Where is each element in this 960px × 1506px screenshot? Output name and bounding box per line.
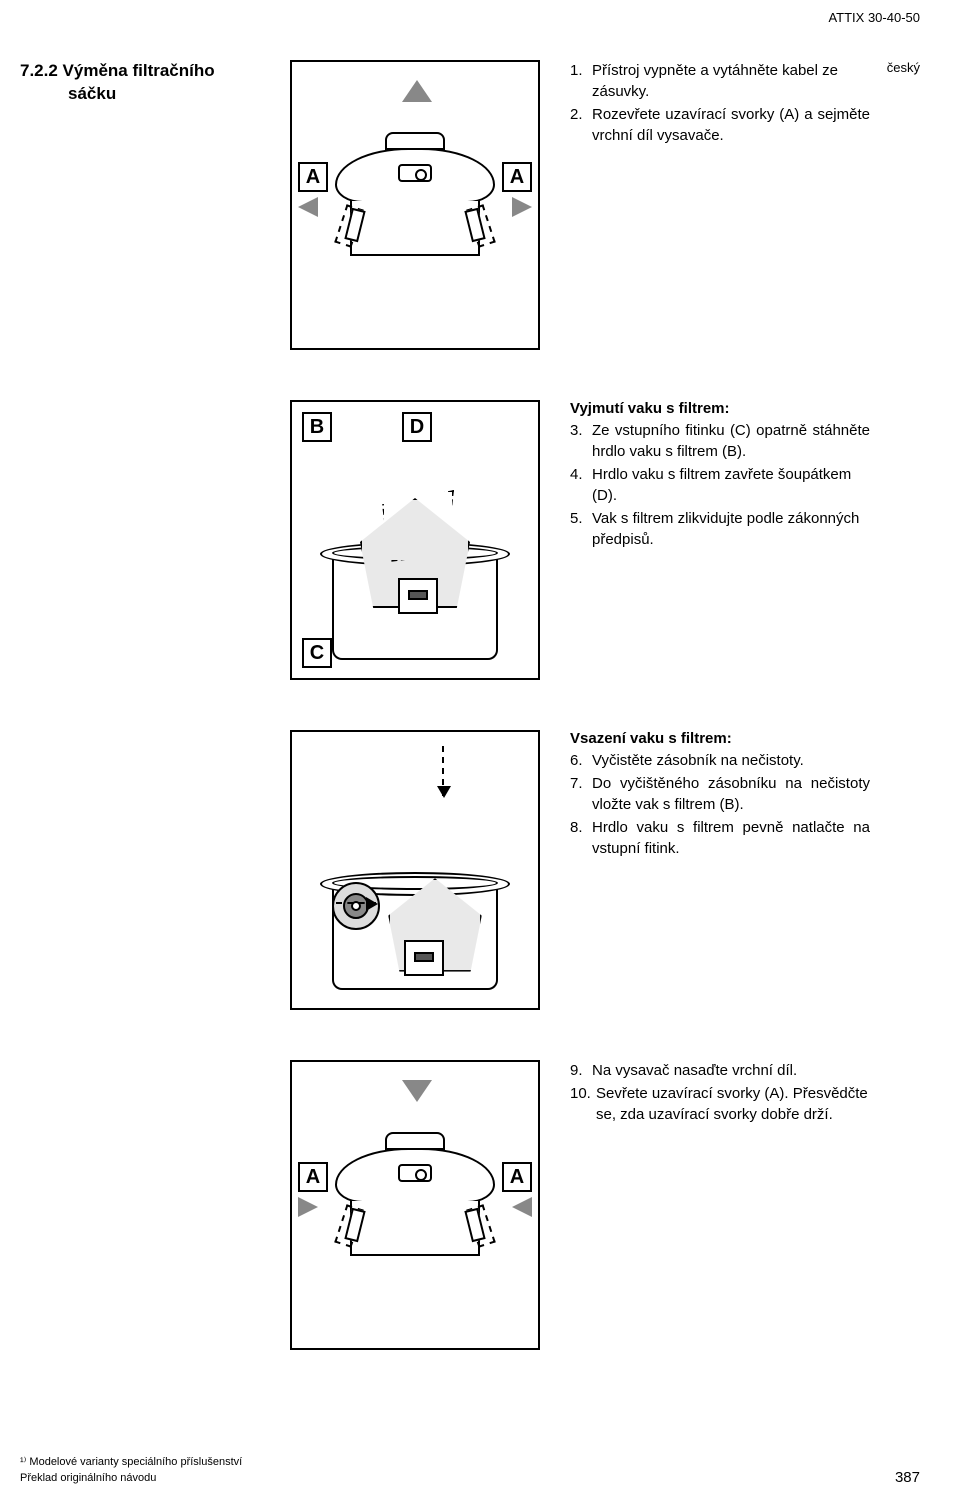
list-text: Na vysavač nasaďte vrchní díl. — [592, 1060, 870, 1081]
section-subtitle: sáčku — [68, 83, 260, 106]
list-item: 5.Vak s filtrem zlikvidujte podle zákonn… — [570, 508, 870, 550]
step1-list: 1.Přístroj vypněte a vytáhněte kabel ze … — [570, 60, 870, 146]
list-text: Do vyčištěného zásobníku na nečistoty vl… — [592, 773, 870, 815]
arrow-down-icon — [402, 1080, 432, 1102]
list-num: 7. — [570, 773, 592, 815]
section-heading: 7.2.2 Výměna filtračního sáčku — [20, 60, 260, 106]
list-item: 10.Sevřete uzavírací svorky (A). Přesvěd… — [570, 1083, 870, 1125]
dashed-arrow-down-icon — [442, 746, 444, 796]
list-text: Vyčistěte zásobník na nečistoty. — [592, 750, 870, 771]
arrow-up-icon — [402, 80, 432, 102]
figure-2: B D C — [290, 400, 540, 680]
bucket-drawing — [320, 820, 510, 990]
list-num: 5. — [570, 508, 592, 550]
figure-3 — [290, 730, 540, 1010]
step4-list: 9.Na vysavač nasaďte vrchní díl. 10.Sevř… — [570, 1060, 870, 1125]
label-a-right: A — [502, 162, 532, 192]
step3-list: 6.Vyčistěte zásobník na nečistoty. 7.Do … — [570, 750, 870, 859]
step1-text-block: 1.Přístroj vypněte a vytáhněte kabel ze … — [570, 60, 870, 148]
list-num: 1. — [570, 60, 592, 102]
list-item: 9.Na vysavač nasaďte vrchní díl. — [570, 1060, 870, 1081]
list-text: Hrdlo vaku s filtrem pevně natlačte na v… — [592, 817, 870, 859]
step2-text-block: Vyjmutí vaku s filtrem: 3.Ze vstupního f… — [570, 400, 870, 552]
section-number: 7.2.2 — [20, 61, 58, 80]
dashed-arrow-in-icon — [336, 902, 376, 904]
list-num: 10. — [570, 1083, 596, 1125]
list-item: 7.Do vyčištěného zásobníku na nečistoty … — [570, 773, 870, 815]
page-footer: ¹⁾ Modelové varianty speciálního přísluš… — [20, 1455, 920, 1486]
step3-text-block: Vsazení vaku s filtrem: 6.Vyčistěte záso… — [570, 730, 870, 861]
list-item: 6.Vyčistěte zásobník na nečistoty. — [570, 750, 870, 771]
list-num: 6. — [570, 750, 592, 771]
list-text: Hrdlo vaku s filtrem zavřete šoupátkem (… — [592, 464, 870, 506]
arrow-right-icon — [298, 1197, 318, 1217]
list-text: Vak s filtrem zlikvidujte podle zákonnýc… — [592, 508, 870, 550]
step3-heading: Vsazení vaku s filtrem: — [570, 730, 870, 747]
list-num: 3. — [570, 420, 592, 462]
list-item: 1.Přístroj vypněte a vytáhněte kabel ze … — [570, 60, 870, 102]
arrow-left-icon — [298, 197, 318, 217]
step4-text-block: 9.Na vysavač nasaďte vrchní díl. 10.Sevř… — [570, 1060, 870, 1127]
header-model-text: ATTIX 30-40-50 — [828, 10, 920, 25]
arrow-right-icon — [512, 197, 532, 217]
footnote-1: ¹⁾ Modelové varianty speciálního přísluš… — [20, 1455, 242, 1470]
label-c: C — [302, 638, 332, 668]
list-item: 3.Ze vstupního fitinku (C) opatrně stáhn… — [570, 420, 870, 462]
step2-heading: Vyjmutí vaku s filtrem: — [570, 400, 870, 417]
label-a-right: A — [502, 1162, 532, 1192]
footnote-2: Překlad originálního návodu — [20, 1471, 242, 1486]
figure-4: A A — [290, 1060, 540, 1350]
list-text: Přístroj vypněte a vytáhněte kabel ze zá… — [592, 60, 870, 102]
list-item: 4.Hrdlo vaku s filtrem zavřete šoupátkem… — [570, 464, 870, 506]
vacuum-head-drawing — [330, 1132, 500, 1256]
bucket-drawing — [320, 490, 510, 660]
label-a-left: A — [298, 162, 328, 192]
language-label: český — [887, 60, 920, 75]
label-d: D — [402, 412, 432, 442]
page-number: 387 — [895, 1469, 920, 1486]
label-b: B — [302, 412, 332, 442]
list-text: Ze vstupního fitinku (C) opatrně stáhnět… — [592, 420, 870, 462]
label-a-left: A — [298, 1162, 328, 1192]
step2-list: 3.Ze vstupního fitinku (C) opatrně stáhn… — [570, 420, 870, 550]
footnote-block: ¹⁾ Modelové varianty speciálního přísluš… — [20, 1455, 242, 1486]
list-item: 8.Hrdlo vaku s filtrem pevně natlačte na… — [570, 817, 870, 859]
section-title: Výměna filtračního — [63, 61, 215, 80]
list-num: 2. — [570, 104, 592, 146]
vacuum-head-drawing — [330, 132, 500, 256]
figure-1: A A — [290, 60, 540, 350]
list-text: Rozevřete uzavírací svorky (A) a sejměte… — [592, 104, 870, 146]
list-text: Sevřete uzavírací svorky (A). Přesvědčte… — [596, 1083, 870, 1125]
arrow-left-icon — [512, 1197, 532, 1217]
list-num: 9. — [570, 1060, 592, 1081]
list-item: 2.Rozevřete uzavírací svorky (A) a sejmě… — [570, 104, 870, 146]
list-num: 4. — [570, 464, 592, 506]
list-num: 8. — [570, 817, 592, 859]
